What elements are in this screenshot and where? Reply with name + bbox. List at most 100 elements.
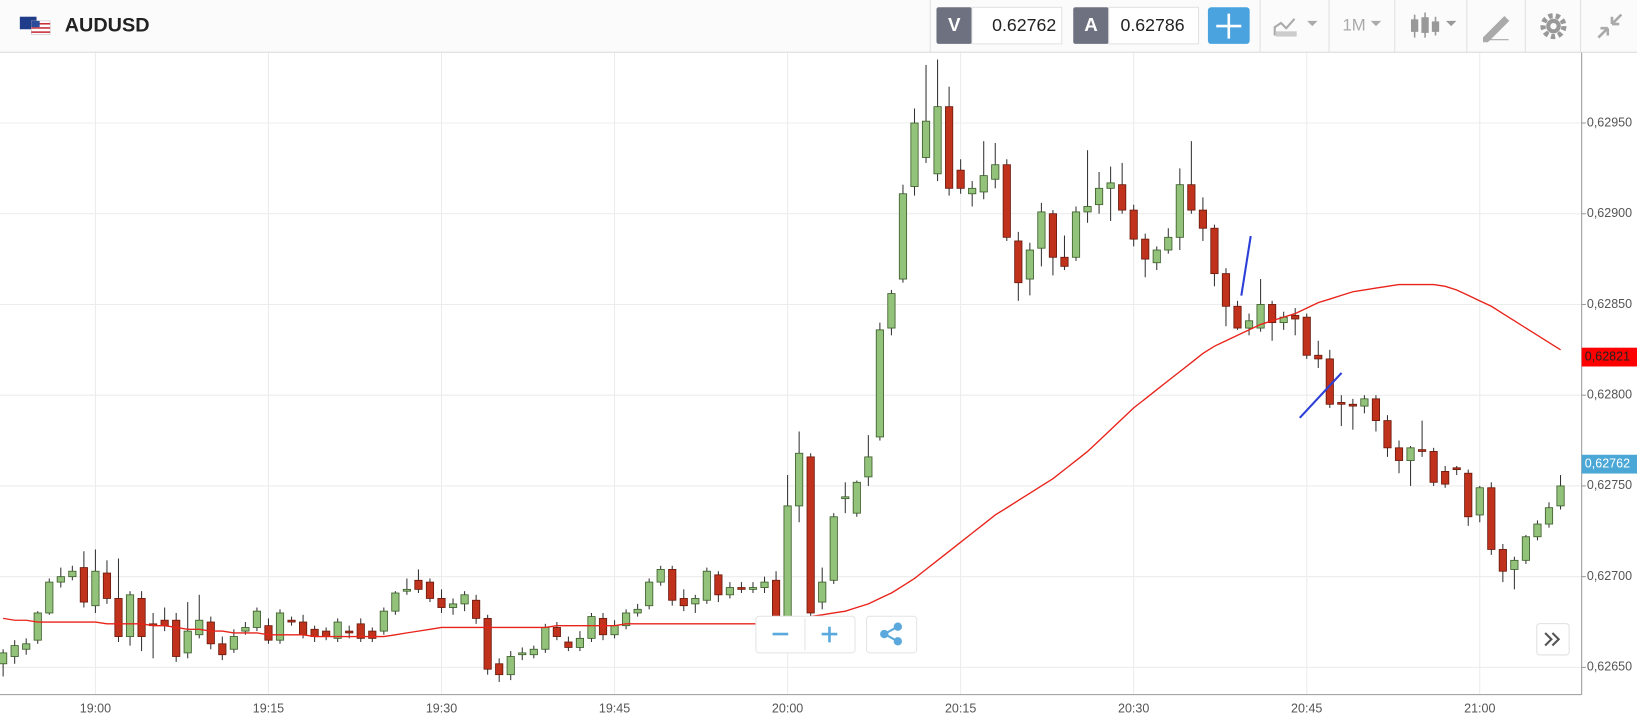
candle-body <box>102 572 112 599</box>
candle-body <box>1244 320 1254 329</box>
x-tick-label: 20:00 <box>772 702 803 716</box>
candle-body <box>1014 240 1023 284</box>
candle-body <box>68 570 77 578</box>
candle-body <box>1394 447 1404 461</box>
candle-body <box>1533 523 1542 538</box>
candle-body <box>702 570 711 601</box>
candle-body <box>518 652 527 656</box>
candle-body <box>1302 316 1311 356</box>
candle-body <box>1175 184 1184 238</box>
candle-body <box>10 645 19 657</box>
candle-body <box>379 610 388 632</box>
candle-body <box>1429 451 1438 483</box>
price-tag-label: 0,62762 <box>1585 456 1630 470</box>
candle-body <box>1268 304 1277 324</box>
candle-body <box>587 616 596 639</box>
candle-body <box>56 576 65 583</box>
candle-body <box>1233 305 1242 329</box>
chart-type-button[interactable] <box>1273 18 1318 37</box>
trend-line[interactable] <box>1299 372 1343 419</box>
draw-tool-button[interactable] <box>1483 15 1510 43</box>
settings-button[interactable] <box>1540 13 1567 40</box>
candle-body <box>299 621 308 636</box>
candle-body <box>864 456 873 478</box>
flag <box>19 16 51 35</box>
candle-body <box>795 452 804 507</box>
candle-body <box>1256 304 1265 329</box>
candle-body <box>887 293 896 329</box>
y-tick-label: 0,62700 <box>1587 569 1632 583</box>
candle-body <box>1198 209 1207 229</box>
candle-body <box>610 625 619 636</box>
candle-body <box>1556 485 1565 507</box>
price-tag-label: 0,62821 <box>1585 349 1630 363</box>
candle-body <box>564 641 573 648</box>
candle-body <box>356 623 365 639</box>
collapse-button[interactable] <box>1597 13 1623 39</box>
candle-body <box>1498 549 1507 572</box>
candle-body <box>172 619 181 657</box>
candle-body <box>956 169 965 189</box>
candle-body <box>598 617 608 636</box>
timeframe[interactable]: 1M <box>1342 16 1365 35</box>
candle-body <box>229 636 238 650</box>
candle-body <box>1141 238 1150 260</box>
candle-body <box>1383 420 1392 449</box>
candle-body <box>391 592 400 612</box>
candle-body <box>125 594 135 637</box>
bid-box[interactable] <box>971 6 1063 45</box>
candle-body <box>1487 487 1496 550</box>
y-tick-label: 0,62650 <box>1587 660 1632 674</box>
candle-body <box>345 630 354 634</box>
candle-body <box>979 175 988 193</box>
candle-body <box>1164 236 1173 251</box>
candle-body <box>875 329 884 438</box>
candle-body <box>645 581 654 607</box>
candle-body <box>910 122 919 187</box>
candle-body <box>1314 354 1323 360</box>
candle-body <box>829 516 838 581</box>
scroll-end-button[interactable] <box>1536 623 1570 656</box>
candle-body <box>945 106 954 189</box>
candle-body <box>679 598 688 607</box>
candle-body <box>1475 487 1484 516</box>
y-tick-label: 0,62900 <box>1587 206 1632 220</box>
trend-line[interactable] <box>1240 235 1252 296</box>
ask-box[interactable] <box>1108 6 1200 45</box>
candle-body <box>1071 211 1081 258</box>
bid-label: V <box>948 14 961 35</box>
x-tick-label: 21:00 <box>1464 702 1495 716</box>
candle-body <box>0 652 8 665</box>
candle-body <box>1002 164 1011 238</box>
candle-body <box>991 164 1000 180</box>
candle-body <box>1452 467 1461 471</box>
candle-body <box>541 627 550 650</box>
zoom-in-button[interactable] <box>821 626 838 643</box>
y-tick-label: 0,62800 <box>1587 388 1632 402</box>
candle-body <box>33 612 42 641</box>
candle-body <box>1360 398 1369 407</box>
candle-body <box>1371 398 1381 422</box>
candle-body <box>1464 472 1473 518</box>
y-tick-label: 0,62750 <box>1587 478 1632 492</box>
candle-body <box>1187 184 1196 211</box>
candle-body <box>160 619 169 627</box>
candle-body <box>1418 449 1427 452</box>
candle-body <box>218 643 227 656</box>
candle-body <box>1521 536 1530 561</box>
candle-body <box>1025 249 1034 280</box>
price-tag <box>1581 347 1637 367</box>
candle-body <box>252 610 262 628</box>
candle-body <box>506 656 515 676</box>
candle-body <box>425 581 435 599</box>
share-button[interactable] <box>866 615 918 654</box>
candle-body <box>206 621 215 645</box>
candle-body <box>818 581 827 603</box>
candle-body <box>45 581 54 614</box>
candle-style-button[interactable] <box>1410 12 1457 38</box>
candle-body <box>921 120 931 158</box>
candle-body <box>575 637 585 648</box>
candle-body <box>414 579 423 590</box>
